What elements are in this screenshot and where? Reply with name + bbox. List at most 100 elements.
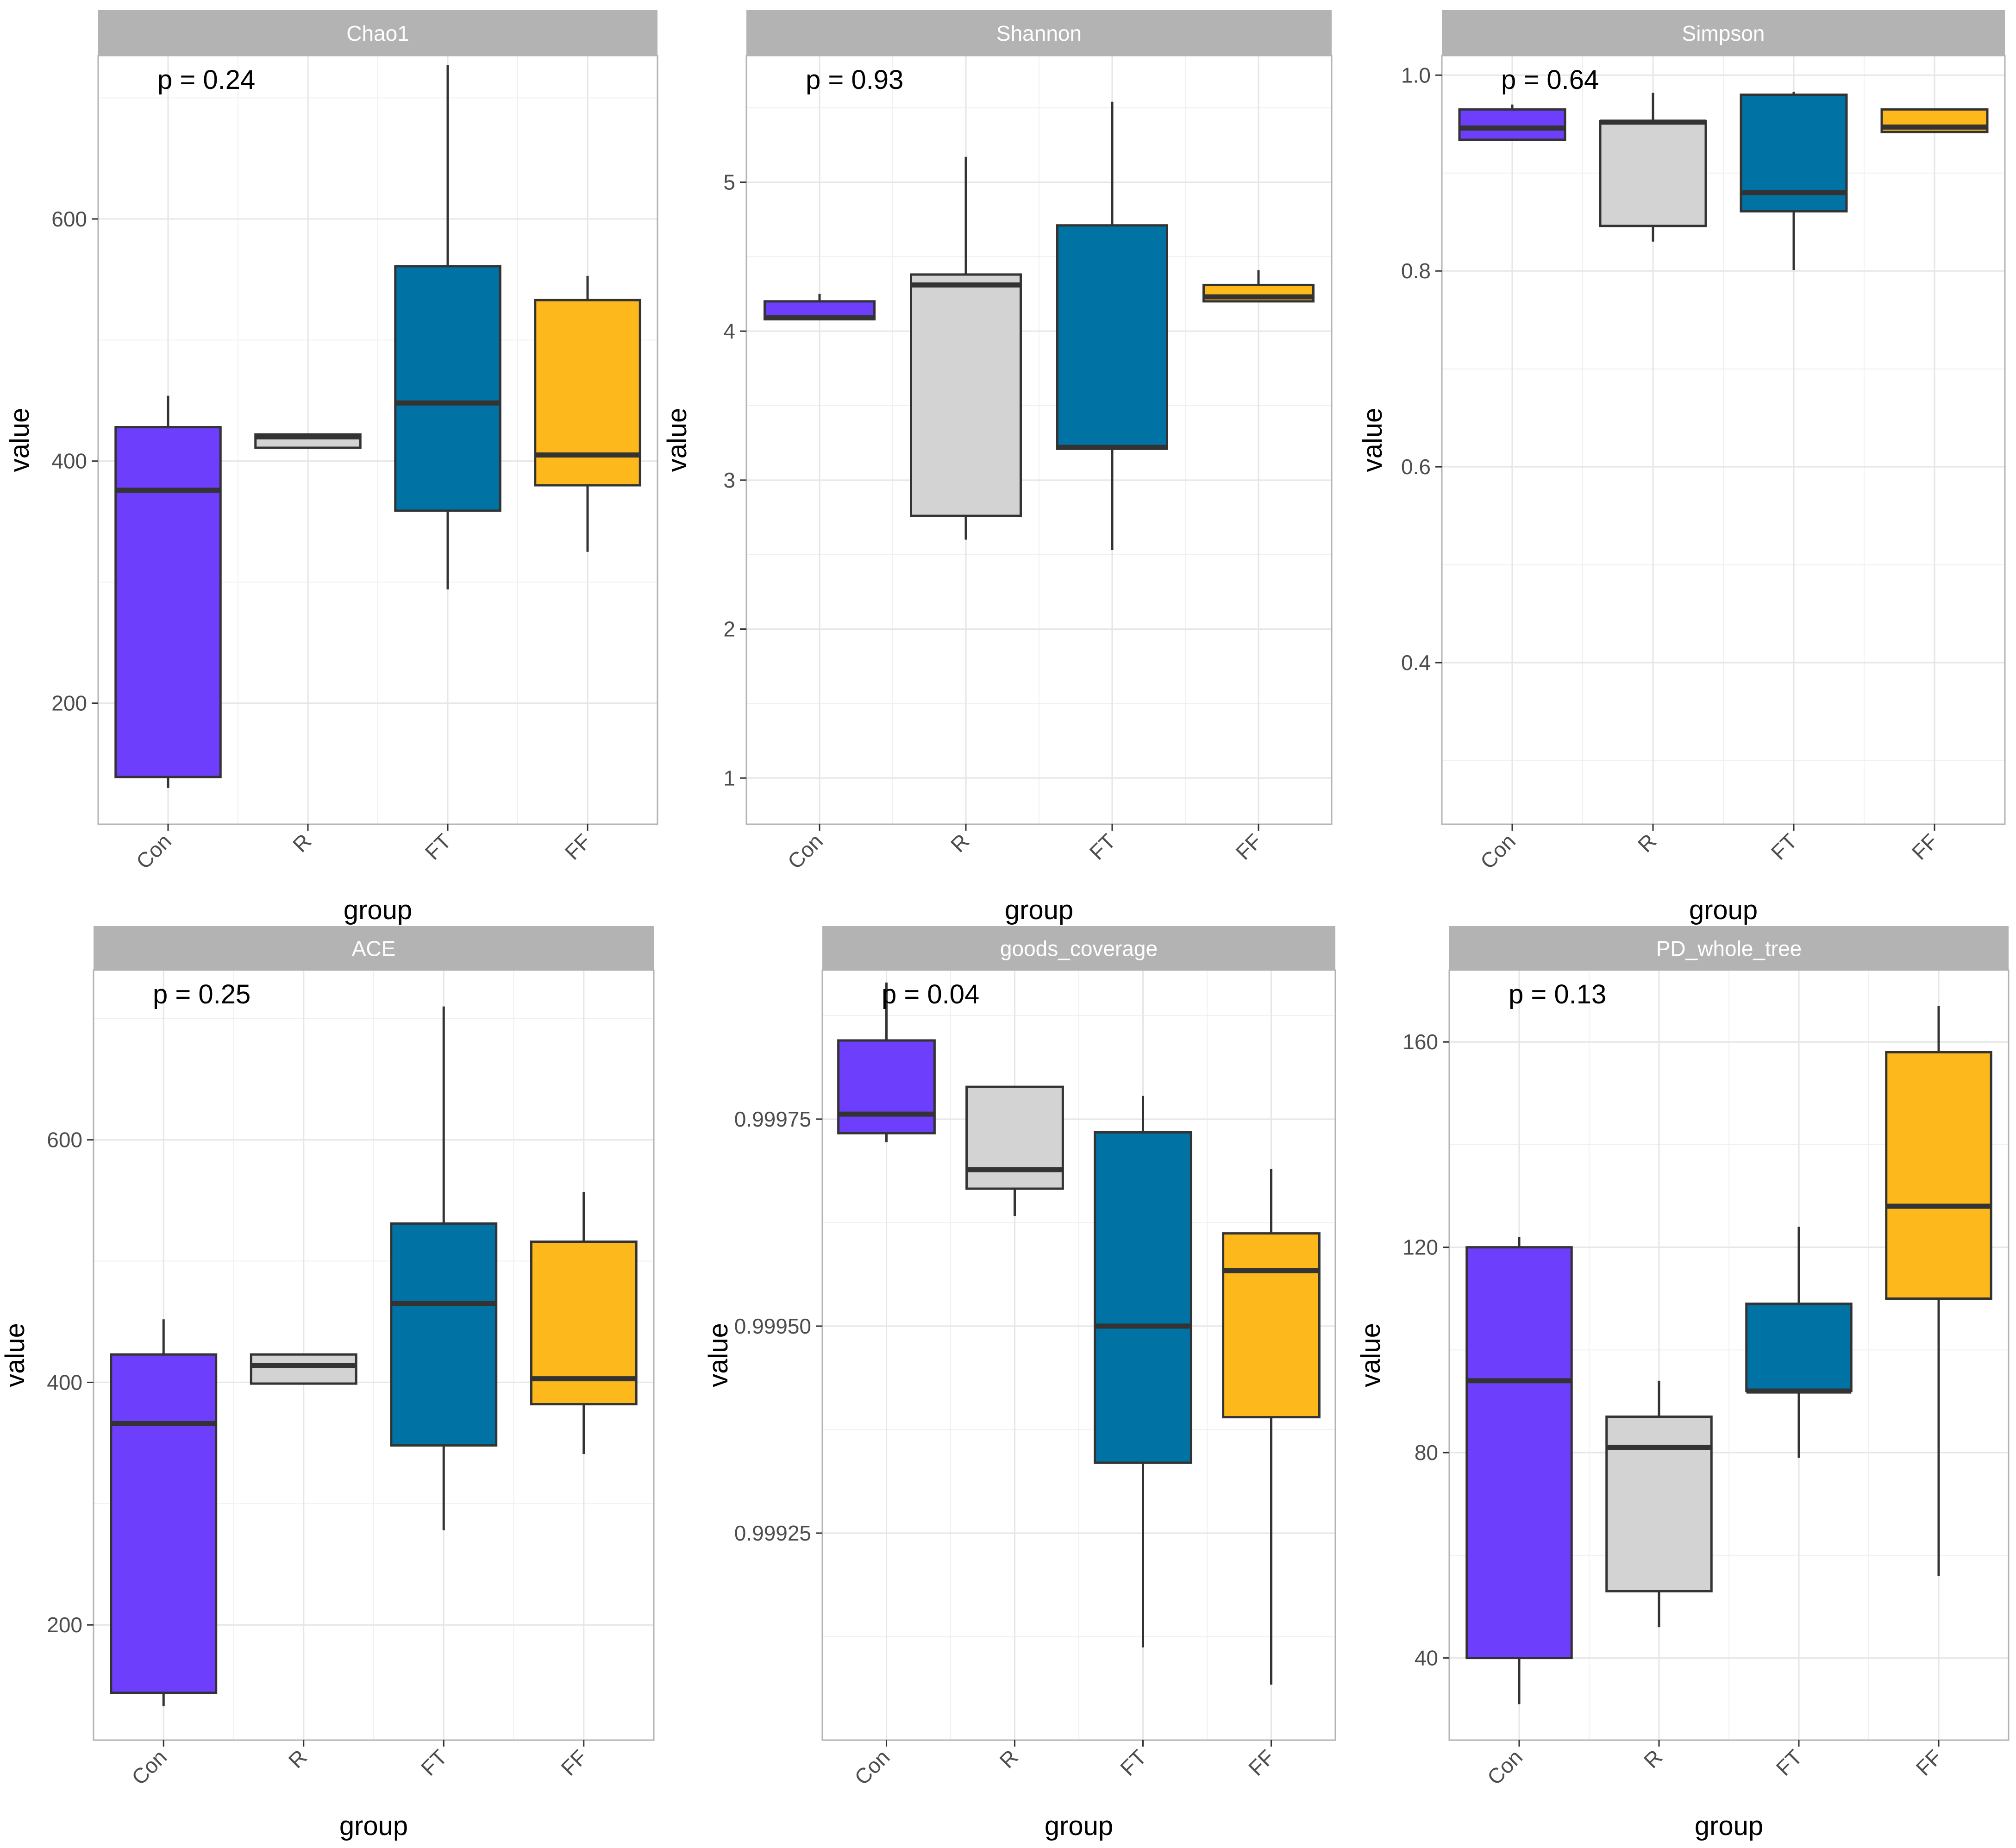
facet-strip: [1442, 10, 2005, 56]
x-tick-label: R: [284, 1745, 312, 1773]
p-value-label: p = 0.24: [157, 65, 255, 95]
y-tick-label: 0.99950: [734, 1314, 811, 1338]
y-tick-label: 0.99925: [734, 1521, 811, 1545]
x-tick-label: Con: [850, 1745, 894, 1789]
panel-simpson: Simpson p = 0.64 0.4 0.6 0.8 1.0 Con R FT FF group…: [1358, 10, 2006, 925]
x-tick-label: FT: [1772, 1745, 1807, 1780]
panel-border: [97, 55, 658, 825]
facet-title: Simpson: [1682, 21, 1765, 45]
x-tick-label: Con: [783, 829, 827, 873]
box-r: [1599, 93, 1707, 242]
p-value-label: p = 0.64: [1501, 65, 1599, 95]
box-r: [250, 1353, 357, 1385]
box-iqr: [1222, 1232, 1321, 1419]
x-tick-label: R: [946, 829, 974, 857]
y-tick-label: 1: [723, 766, 735, 790]
box-ft: [1740, 92, 1848, 270]
box-con: [1465, 1237, 1573, 1704]
box-iqr: [965, 1085, 1064, 1190]
y-tick-label: 5: [723, 170, 735, 194]
box-ff: [530, 1192, 638, 1454]
y-tick-label: 400: [47, 1370, 82, 1394]
y-tick-label: 120: [1402, 1235, 1438, 1259]
facet-title: Chao1: [346, 21, 409, 45]
panel-shannon: Shannon p = 0.93 1 2 3 4 5 Con R FT FF group value: [662, 10, 1333, 925]
y-tick-label: 200: [47, 1613, 82, 1637]
box-iqr: [1885, 1051, 1992, 1300]
y-tick-label: 1.0: [1401, 63, 1431, 87]
y-tick-label: 0.8: [1401, 259, 1431, 283]
x-tick-label: Con: [1476, 829, 1520, 873]
y-axis-title: value: [1356, 1323, 1386, 1387]
facet-strip: [94, 926, 654, 970]
facet-strip: [746, 10, 1332, 56]
y-axis-title: value: [1358, 408, 1388, 472]
facet-title: goods_coverage: [1000, 937, 1158, 961]
x-tick-label: FF: [556, 1745, 592, 1780]
box-ff: [1222, 1169, 1321, 1685]
box-con: [1458, 104, 1566, 141]
y-tick-label: 4: [723, 319, 735, 343]
x-tick-label: FT: [1115, 1745, 1151, 1780]
box-con: [110, 1319, 218, 1706]
box-iqr: [1599, 120, 1707, 227]
box-iqr: [910, 273, 1022, 517]
panel-border: [1441, 55, 2006, 825]
y-tick-label: 400: [51, 449, 87, 473]
x-tick-label: FT: [416, 1745, 452, 1780]
y-axis-title: value: [5, 408, 35, 472]
y-tick-label: 600: [47, 1128, 82, 1152]
box-iqr: [390, 1222, 498, 1447]
box-ft: [390, 1006, 498, 1530]
box-r: [965, 1085, 1064, 1216]
facet-title: ACE: [352, 937, 396, 961]
x-tick-label: FT: [1766, 829, 1802, 864]
box-ff: [1202, 270, 1315, 303]
panel-border: [1448, 969, 2010, 1741]
box-iqr: [114, 426, 222, 778]
y-axis-title: value: [662, 408, 692, 472]
panel-border: [93, 969, 655, 1741]
x-axis-title: group: [1689, 895, 1758, 925]
box-ft: [1094, 1096, 1192, 1648]
x-tick-label: R: [288, 829, 316, 857]
p-value-label: p = 0.25: [153, 979, 250, 1009]
box-ft: [1745, 1227, 1853, 1458]
box-iqr: [837, 1039, 936, 1134]
x-tick-label: FT: [1085, 829, 1121, 864]
x-axis-title: group: [1045, 1811, 1113, 1841]
box-ff: [534, 276, 641, 552]
p-value-label: p = 0.04: [882, 979, 979, 1009]
box-iqr: [1056, 224, 1168, 450]
x-tick-label: R: [1633, 829, 1661, 857]
x-tick-label: Con: [1483, 1745, 1527, 1789]
box-ft: [1056, 101, 1168, 551]
box-iqr: [1094, 1131, 1192, 1464]
x-axis-title: group: [1005, 895, 1073, 925]
box-r: [1605, 1380, 1713, 1628]
p-value-label: p = 0.13: [1509, 979, 1606, 1009]
box-r: [254, 433, 362, 449]
y-tick-label: 200: [51, 691, 87, 715]
x-axis-title: group: [339, 1811, 408, 1841]
box-iqr: [1458, 108, 1566, 141]
box-ft: [394, 65, 501, 589]
panel-chao1: Chao1 p = 0.24 200 400 600 Con R FT FF group value: [5, 10, 658, 925]
box-iqr: [110, 1353, 218, 1694]
x-tick-label: R: [1639, 1745, 1667, 1773]
x-tick-label: FF: [1911, 1745, 1947, 1780]
panel-border: [745, 55, 1333, 825]
box-iqr: [250, 1353, 357, 1385]
x-tick-label: FF: [560, 829, 596, 864]
x-tick-label: FF: [1231, 829, 1267, 864]
panel-border: [821, 969, 1336, 1741]
x-axis-title: group: [1695, 1811, 1763, 1841]
x-tick-label: Con: [131, 829, 176, 873]
box-ff: [1885, 1006, 1992, 1576]
x-tick-label: FF: [1244, 1745, 1279, 1780]
box-ff: [1880, 108, 1989, 133]
y-axis-title: value: [703, 1323, 733, 1387]
